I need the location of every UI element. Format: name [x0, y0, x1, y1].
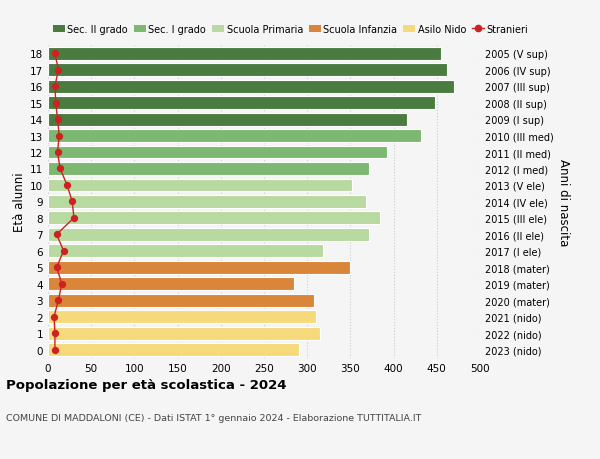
Point — [53, 149, 62, 157]
Bar — [48, 343, 299, 356]
Point — [55, 165, 65, 173]
Bar — [48, 97, 435, 110]
Bar — [48, 212, 380, 225]
Bar — [48, 162, 370, 175]
Bar — [48, 113, 407, 126]
Point — [50, 330, 60, 337]
Point — [59, 247, 68, 255]
Bar — [48, 146, 386, 159]
Bar — [48, 311, 316, 323]
Legend: Sec. II grado, Sec. I grado, Scuola Primaria, Scuola Infanzia, Asilo Nido, Stran: Sec. II grado, Sec. I grado, Scuola Prim… — [53, 25, 529, 35]
Bar — [48, 278, 294, 291]
Point — [52, 264, 61, 271]
Bar — [48, 81, 454, 93]
Bar — [48, 294, 314, 307]
Point — [55, 133, 64, 140]
Y-axis label: Anni di nascita: Anni di nascita — [557, 158, 570, 246]
Bar — [48, 64, 447, 77]
Point — [67, 198, 77, 206]
Bar — [48, 245, 323, 257]
Point — [53, 297, 63, 304]
Bar — [48, 48, 441, 61]
Point — [69, 215, 79, 222]
Text: Popolazione per età scolastica - 2024: Popolazione per età scolastica - 2024 — [6, 379, 287, 392]
Point — [57, 280, 67, 288]
Bar — [48, 130, 421, 143]
Bar — [48, 179, 352, 192]
Point — [62, 182, 72, 189]
Bar — [48, 229, 370, 241]
Bar — [48, 196, 366, 208]
Point — [51, 100, 61, 107]
Point — [53, 116, 62, 123]
Bar — [48, 327, 320, 340]
Point — [52, 231, 61, 239]
Point — [49, 313, 59, 321]
Bar — [48, 261, 350, 274]
Point — [50, 50, 60, 58]
Y-axis label: Età alunni: Età alunni — [13, 172, 26, 232]
Point — [50, 346, 60, 353]
Point — [50, 83, 60, 90]
Text: COMUNE DI MADDALONI (CE) - Dati ISTAT 1° gennaio 2024 - Elaborazione TUTTITALIA.: COMUNE DI MADDALONI (CE) - Dati ISTAT 1°… — [6, 413, 421, 422]
Point — [53, 67, 63, 74]
